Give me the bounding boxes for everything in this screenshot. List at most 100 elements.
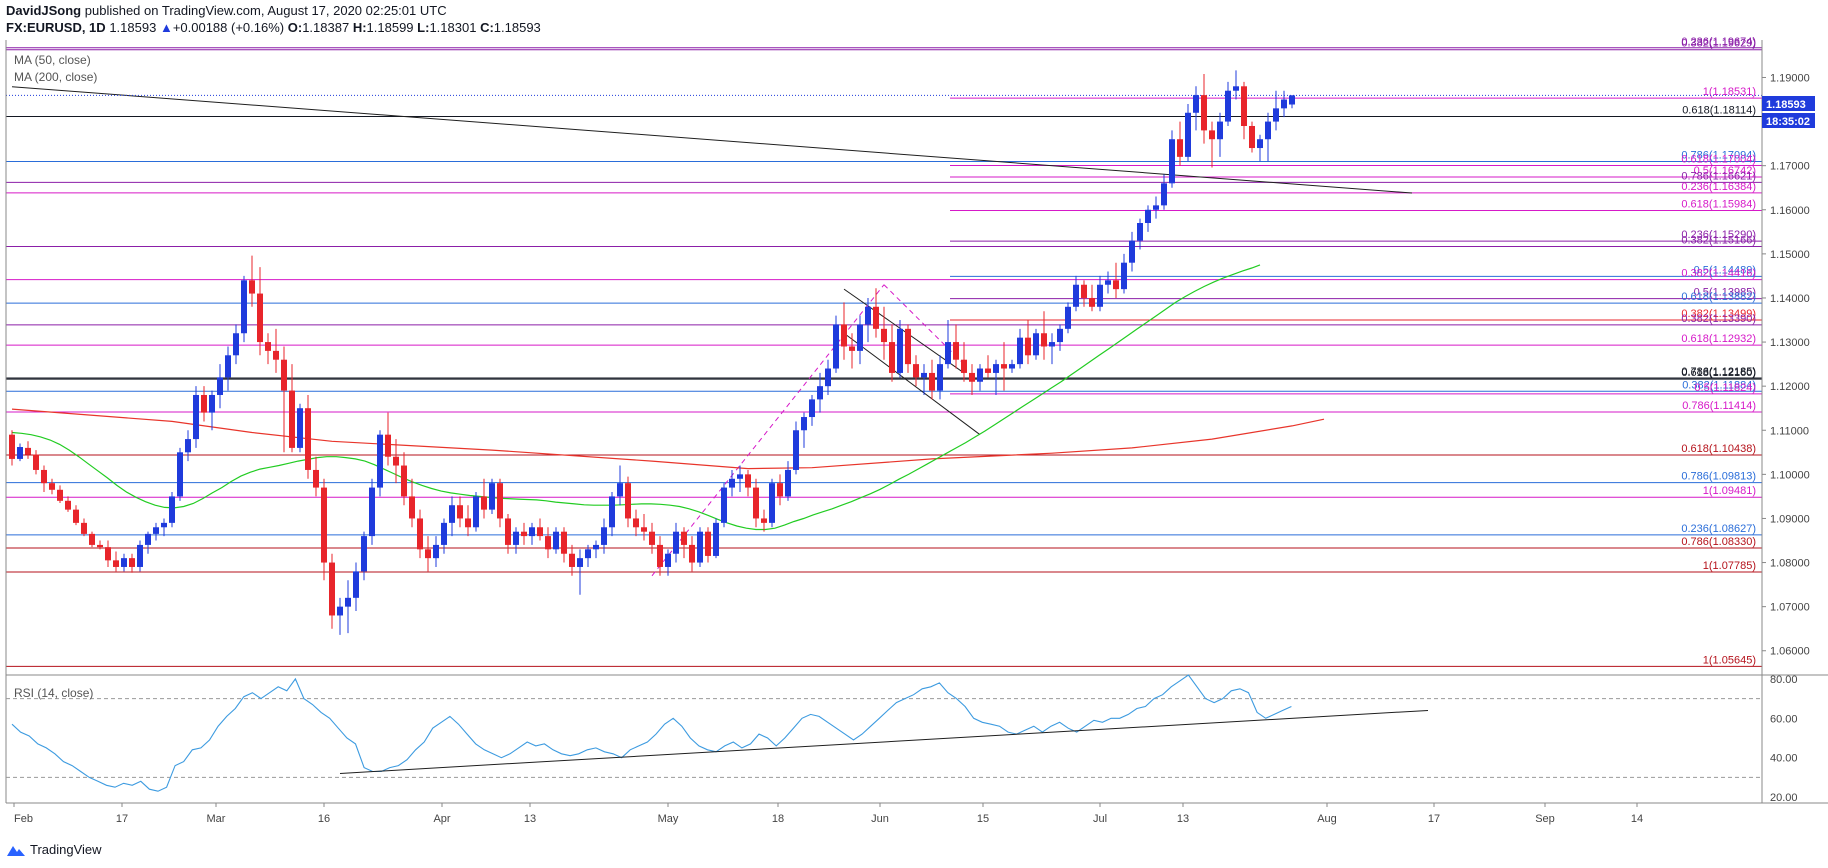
close-value: 1.18593 xyxy=(493,20,541,35)
candle-body xyxy=(689,544,695,563)
candle-body xyxy=(1153,205,1159,210)
candle-body xyxy=(65,500,71,510)
rsi-tick-label: 80.00 xyxy=(1770,674,1798,686)
candle-body xyxy=(25,447,31,455)
candle-body xyxy=(529,527,535,537)
candle-body xyxy=(329,562,335,616)
ma200-legend[interactable]: MA (200, close) xyxy=(14,70,97,84)
candle-body xyxy=(1001,364,1007,369)
rsi-legend[interactable]: RSI (14, close) xyxy=(14,686,93,700)
price-tick-label: 1.15000 xyxy=(1770,249,1810,261)
candle-body xyxy=(97,544,103,548)
candle-body xyxy=(705,531,711,556)
candle-body xyxy=(713,522,719,556)
candle-body xyxy=(825,368,831,387)
axes-layer: 1.190001.180001.170001.160001.150001.140… xyxy=(5,40,1828,825)
candle-body xyxy=(497,483,503,519)
ma50-legend[interactable]: MA (50, close) xyxy=(14,53,91,67)
up-arrow-icon: ▲ xyxy=(159,20,173,35)
fib-level-label: 0.618(1.12932) xyxy=(1681,333,1756,345)
candle-body xyxy=(1273,108,1279,122)
candle-body xyxy=(849,346,855,351)
candle-body xyxy=(753,487,759,519)
fib-level-label: 1(1.07785) xyxy=(1703,560,1756,572)
ohlc-line: FX:EURUSD, 1D 1.18593 ▲+0.00188 (+0.16%)… xyxy=(6,19,541,36)
high-value: 1.18599 xyxy=(366,20,414,35)
price-tick-label: 1.16000 xyxy=(1770,205,1810,217)
candle-body xyxy=(609,496,615,528)
symbol-label[interactable]: FX:EURUSD, 1D xyxy=(6,20,106,35)
candle-body xyxy=(593,544,599,550)
candle-body xyxy=(873,306,879,329)
channel-upper-line xyxy=(843,288,965,374)
candle-body xyxy=(73,509,79,523)
candle-body xyxy=(1185,112,1191,157)
rsi-tick-label: 40.00 xyxy=(1770,753,1798,765)
candle-body xyxy=(913,364,919,378)
candle-body xyxy=(1057,328,1063,343)
time-tick-label: Feb xyxy=(14,813,33,825)
candle-body xyxy=(641,527,647,532)
fib-level-label: 0.382(1.19629) xyxy=(1681,38,1756,50)
candle-body xyxy=(1137,223,1143,241)
fib-level-label: 0.786(1.09813) xyxy=(1681,471,1756,483)
ma50-line xyxy=(11,264,1261,531)
candle-body xyxy=(353,571,359,598)
candle-body xyxy=(761,518,767,523)
candle-body xyxy=(1089,297,1095,307)
candle-body xyxy=(601,527,607,545)
time-tick-label: 14 xyxy=(1631,813,1643,825)
time-tick-label: Jul xyxy=(1093,813,1107,825)
candle-body xyxy=(369,487,375,537)
footer-brand[interactable]: TradingView xyxy=(6,842,102,857)
candle-body xyxy=(561,531,567,554)
candle-body xyxy=(793,430,799,470)
time-tick-label: Jun xyxy=(871,813,889,825)
candle-body xyxy=(1193,95,1199,113)
fib-level-label: 1(1.09481) xyxy=(1703,485,1756,497)
fib-level-label: 0.618(1.15984) xyxy=(1681,198,1756,210)
candle-body xyxy=(265,342,271,351)
candle-body xyxy=(273,350,279,360)
candle-body xyxy=(729,478,735,488)
fib-level-label: 0.236(1.16384) xyxy=(1681,181,1756,193)
price-tick-label: 1.06000 xyxy=(1770,646,1810,658)
candle-body xyxy=(817,386,823,400)
rsi-line xyxy=(11,674,1292,792)
candle-body xyxy=(161,522,167,528)
fib-level-label: 0.382(1.13499) xyxy=(1681,308,1756,320)
ma200-line xyxy=(11,408,1325,470)
fib-level-label: 0.5(1.14489) xyxy=(1694,264,1756,276)
candle-body xyxy=(129,558,135,567)
candle-body xyxy=(769,483,775,523)
candle-body xyxy=(1145,209,1151,224)
moving-averages-layer xyxy=(11,264,1325,531)
candle-body xyxy=(841,324,847,347)
candle-body xyxy=(209,394,215,413)
price-tick-label: 1.08000 xyxy=(1770,558,1810,570)
candle-body xyxy=(9,434,15,459)
candle-body xyxy=(569,553,575,567)
candle-body xyxy=(385,434,391,457)
candle-body xyxy=(881,328,887,343)
candle-body xyxy=(393,456,399,466)
candle-body xyxy=(1209,130,1215,140)
author-name[interactable]: DavidJSong xyxy=(6,3,82,18)
fib-level-label: 0.618(1.12160) xyxy=(1681,367,1756,379)
price-tick-label: 1.13000 xyxy=(1770,337,1810,349)
candle-body xyxy=(857,324,863,351)
candle-body xyxy=(121,558,127,567)
candle-body xyxy=(1113,280,1119,290)
rsi-tick-label: 20.00 xyxy=(1770,792,1798,804)
open-value: 1.18387 xyxy=(302,20,350,35)
candle-body xyxy=(281,359,287,391)
candle-body xyxy=(1073,284,1079,307)
low-value: 1.18301 xyxy=(429,20,477,35)
candle-body xyxy=(217,377,223,395)
price-tick-label: 1.14000 xyxy=(1770,293,1810,305)
fib-level-label: 0.382(1.15166) xyxy=(1681,235,1756,247)
candle-body xyxy=(297,408,303,448)
candle-body xyxy=(401,465,407,497)
candle-body xyxy=(945,342,951,365)
